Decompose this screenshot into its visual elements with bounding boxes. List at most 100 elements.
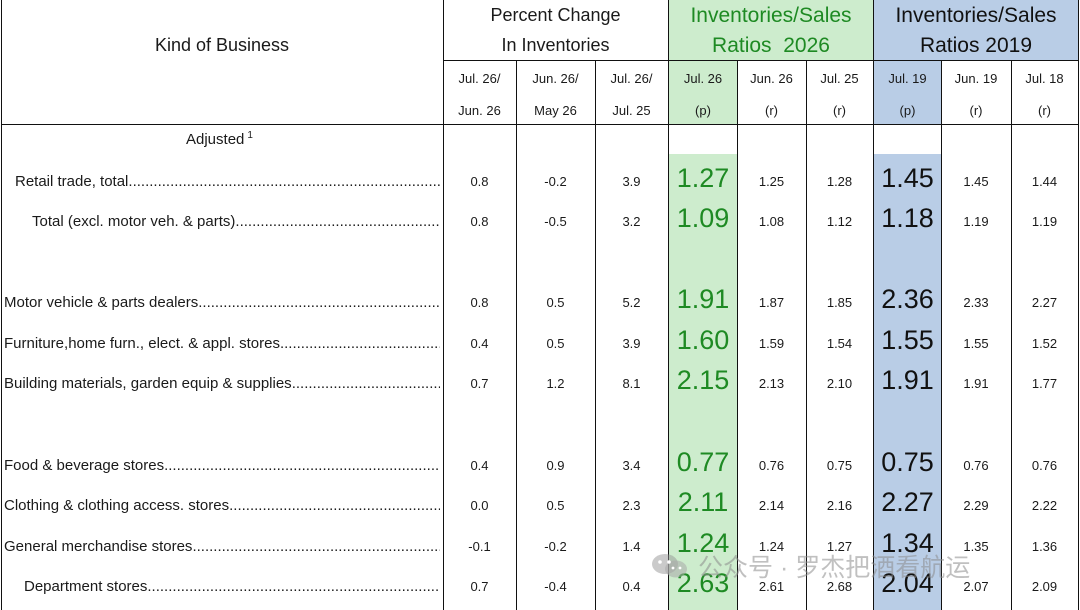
ratio-value-cell: 2.11 — [677, 487, 729, 517]
value-cell: 0.4 — [470, 336, 489, 351]
subheader-bottom: Jul. 25 — [612, 103, 651, 118]
subheader-top: Jul. 25 — [820, 71, 859, 86]
leader-dots: ........................................… — [192, 538, 440, 555]
row-label-text: Retail trade, total — [15, 173, 129, 190]
row-label-text: Building materials, garden equip & suppl… — [4, 375, 292, 392]
ratio-value-cell: 1.09 — [676, 203, 730, 233]
value-cell: 0.8 — [470, 295, 489, 310]
row-label-text: Total (excl. motor veh. & parts) — [32, 213, 236, 230]
value-cell: 1.59 — [758, 336, 785, 351]
subheader-bottom: (r) — [765, 103, 778, 118]
value-cell: 1.25 — [758, 174, 785, 189]
row-label-text: Clothing & clothing access. stores — [4, 497, 230, 514]
subheader-top: Jul. 26/ — [610, 71, 653, 86]
value-cell: -0.2 — [544, 539, 567, 554]
ratio-value-cell: 2.15 — [676, 365, 730, 395]
ratios-2026-header-line1: Inventories/Sales — [690, 4, 852, 27]
value-cell: 0.76 — [758, 458, 785, 473]
row-label-text: Motor vehicle & parts dealers — [4, 294, 199, 311]
value-cell: 0.9 — [546, 458, 565, 473]
value-cell: 2.33 — [963, 295, 989, 310]
row-label: Department stores.......................… — [24, 577, 440, 597]
leader-dots: ........................................… — [279, 335, 440, 352]
grid-line — [443, 60, 1079, 61]
value-cell: 3.9 — [622, 174, 641, 189]
leader-dots: ........................................… — [229, 497, 440, 514]
row-label: Building materials, garden equip & suppl… — [4, 374, 440, 394]
grid-line — [941, 61, 942, 610]
row-label: Food & beverage stores..................… — [4, 456, 440, 476]
value-cell: 1.19 — [963, 214, 989, 229]
value-cell: 2.16 — [826, 498, 853, 513]
value-cell: -0.5 — [544, 214, 567, 229]
value-cell: 0.5 — [546, 498, 565, 513]
pct-change-header-line1: Percent Change — [490, 5, 621, 25]
grid-line — [668, 0, 669, 610]
ratios-2026-highlight — [669, 0, 737, 610]
value-cell: 1.77 — [1031, 376, 1058, 391]
ratios-2026-header-bg — [669, 0, 873, 61]
value-cell: 1.2 — [546, 376, 565, 391]
value-cell: 0.75 — [826, 458, 853, 473]
section-label: Adjusted 1 — [186, 130, 253, 148]
row-label-text: Furniture,home furn., elect. & appl. sto… — [4, 335, 280, 352]
value-cell: 0.0 — [470, 498, 489, 513]
wechat-icon — [650, 551, 690, 581]
value-cell: 1.54 — [826, 336, 853, 351]
ratio-value-cell: 1.18 — [881, 203, 934, 233]
subheader-top: Jun. 26/ — [532, 71, 579, 86]
value-cell: 2.07 — [963, 579, 989, 594]
value-cell: 1.19 — [1031, 214, 1058, 229]
leader-dots: ........................................… — [235, 213, 440, 230]
value-cell: 1.45 — [963, 174, 989, 189]
grid-line — [873, 0, 874, 610]
value-cell: 1.28 — [826, 174, 853, 189]
value-cell: 0.4 — [470, 458, 489, 473]
value-cell: 1.85 — [826, 295, 853, 310]
grid-line — [443, 0, 444, 610]
value-cell: 1.12 — [826, 214, 853, 229]
subheader-bottom: (r) — [833, 103, 846, 118]
ratios-2019-header-line1: Inventories/Sales — [895, 4, 1057, 27]
value-cell: 0.7 — [470, 376, 489, 391]
ratio-value-cell: 0.75 — [881, 447, 934, 477]
ratio-value-cell: 1.45 — [881, 163, 934, 193]
row-label: Motor vehicle & parts dealers...........… — [4, 293, 440, 313]
pct-change-header-line2: In Inventories — [501, 35, 610, 55]
value-cell: 2.27 — [1031, 295, 1058, 310]
watermark-text: 公众号 · 罗杰把酒看航运 — [698, 554, 971, 582]
leader-dots: ........................................… — [147, 578, 440, 595]
subheader-bottom: May 26 — [534, 103, 577, 118]
row-label: Retail trade, total.....................… — [15, 172, 440, 192]
subheader-top: Jun. 26 — [750, 71, 793, 86]
value-cell: -0.2 — [544, 174, 567, 189]
subheader-bottom: (r) — [1038, 103, 1051, 118]
value-cell: 0.7 — [470, 579, 489, 594]
subheader-top: Jun. 19 — [954, 71, 998, 86]
value-cell: 0.8 — [470, 174, 489, 189]
value-cell: 1.36 — [1031, 539, 1058, 554]
ratio-value-cell: 0.77 — [676, 447, 730, 477]
kind-of-business-header: Kind of Business — [154, 35, 290, 55]
grid-line — [1011, 61, 1012, 610]
value-cell: 1.91 — [963, 376, 989, 391]
ratio-value-cell: 2.04 — [881, 568, 934, 598]
grid-line — [1078, 0, 1079, 610]
value-cell: 1.44 — [1031, 174, 1058, 189]
grid-line — [1, 124, 1079, 125]
row-label: Clothing & clothing access. stores......… — [4, 496, 440, 516]
value-cell: 1.35 — [963, 539, 989, 554]
value-cell: 0.5 — [546, 336, 565, 351]
value-cell: 2.3 — [622, 498, 641, 513]
subheader-bottom: Jun. 26 — [458, 103, 501, 118]
ratio-value-cell: 1.91 — [676, 284, 730, 314]
ratios-2019-header-line2: Ratios 2019 — [919, 34, 1033, 57]
subheader-bottom: (r) — [969, 103, 983, 118]
row-label-text: General merchandise stores — [4, 538, 193, 555]
value-cell: 2.14 — [758, 498, 785, 513]
subheader-bottom: (p) — [899, 103, 916, 118]
grid-line — [806, 61, 807, 610]
watermark: 公众号 · 罗杰把酒看航运 — [650, 548, 970, 584]
leader-dots: ........................................… — [164, 457, 440, 474]
value-cell: 3.9 — [622, 336, 641, 351]
